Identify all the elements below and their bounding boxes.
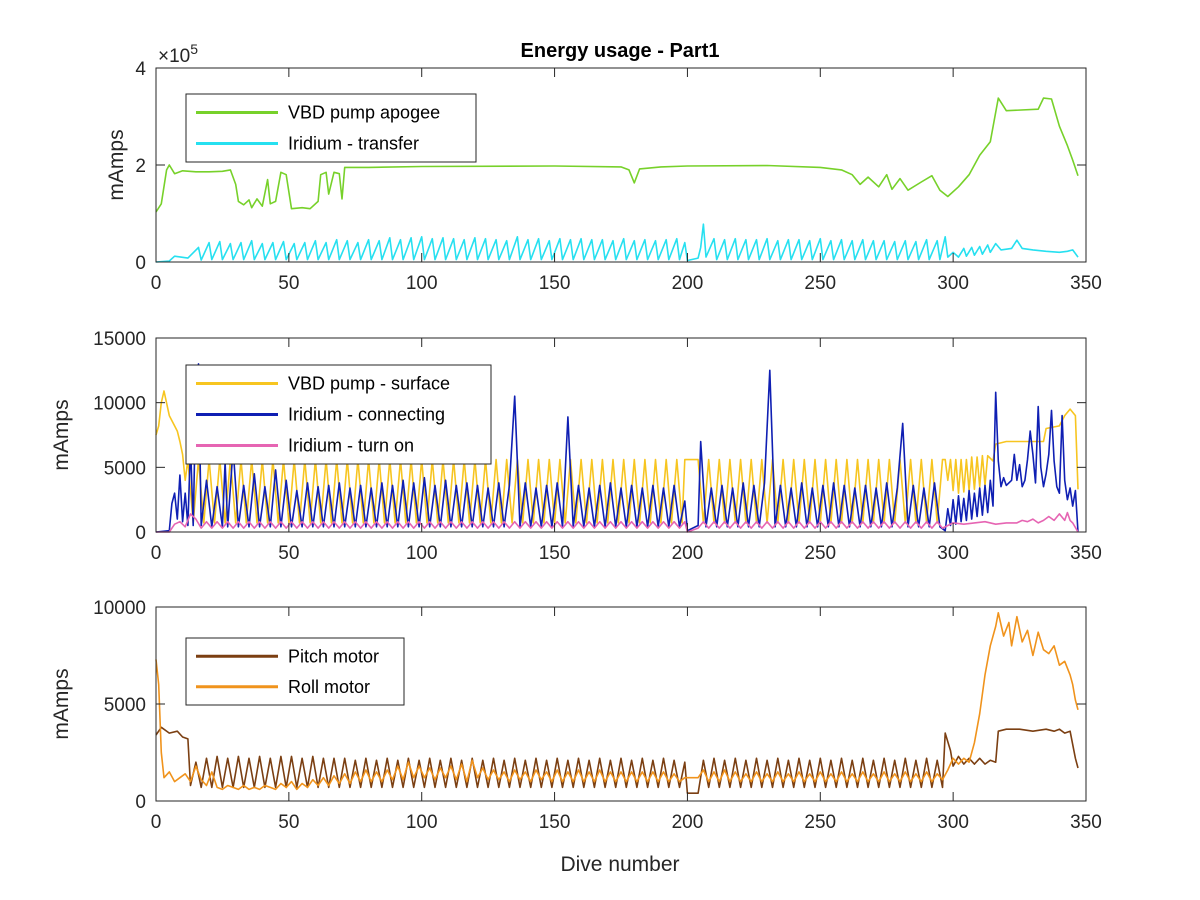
y-tick-label: 2 (135, 156, 146, 177)
legend-entry: Roll motor (288, 677, 370, 697)
x-tick-label: 100 (406, 543, 438, 564)
legend-entry: Iridium - connecting (288, 405, 445, 425)
x-tick-label: 300 (937, 273, 969, 294)
legend: Pitch motor Roll motor (185, 637, 405, 706)
y-tick-label: 10000 (93, 394, 146, 415)
legend: VBD pump apogee Iridium - transfer (185, 93, 477, 163)
x-tick-label: 150 (539, 273, 571, 294)
series-line-pitch-motor (155, 726, 1079, 794)
figure-title: Energy usage - Part1 (521, 40, 720, 62)
x-tick-label: 300 (937, 812, 969, 833)
x-tick-label: 100 (406, 812, 438, 833)
legend-entry: VBD pump apogee (288, 103, 440, 123)
x-tick-label: 200 (672, 543, 704, 564)
chart-panel-2: 0 50 100 150 200 250 300 350 0 5000 10000 15000 mAmp… (50, 329, 1102, 564)
x-tick-label: 350 (1070, 543, 1102, 564)
legend-box (185, 637, 405, 706)
y-tick-label: 4 (135, 59, 146, 80)
x-tick-label: 0 (151, 543, 162, 564)
legend: VBD pump - surface Iridium - connecting Ir… (185, 364, 492, 465)
axes-box (155, 337, 1087, 533)
x-tick-label: 250 (804, 273, 836, 294)
series-line-roll-motor (155, 612, 1079, 791)
x-tick-label: 50 (278, 543, 299, 564)
y-axis-label: mAmps (105, 129, 128, 200)
legend-entry: Iridium - transfer (288, 134, 419, 154)
series-line-iridium-transfer (155, 223, 1079, 263)
x-tick-label: 200 (672, 273, 704, 294)
x-tick-label: 0 (151, 812, 162, 833)
y-tick-label: 10000 (93, 598, 146, 619)
x-tick-label: 200 (672, 812, 704, 833)
y-axis-label: mAmps (50, 399, 73, 470)
x-tick-label: 50 (278, 273, 299, 294)
y-exponent-label: ×105 (158, 41, 198, 67)
x-tick-label: 0 (151, 273, 162, 294)
y-tick-label: 0 (135, 792, 146, 813)
x-tick-label: 350 (1070, 273, 1102, 294)
legend-entry: Pitch motor (288, 646, 379, 666)
y-exponent-power: 5 (190, 41, 198, 57)
x-tick-label: 300 (937, 543, 969, 564)
figure-xlabel: Dive number (560, 853, 679, 876)
chart-panel-1: 0 50 100 150 200 250 300 350 0 2 4 ×105 mAmps VBD pum… (105, 41, 1102, 294)
legend-entry: VBD pump - surface (288, 374, 450, 394)
y-tick-label: 5000 (104, 695, 146, 716)
legend-entry: Iridium - turn on (288, 436, 414, 456)
x-tick-label: 250 (804, 812, 836, 833)
y-tick-label: 5000 (104, 458, 146, 479)
series-line-iridium-turn-on (156, 511, 1079, 533)
series-line-vbd-pump-surface (155, 390, 1079, 524)
x-tick-label: 250 (804, 543, 836, 564)
x-tick-label: 350 (1070, 812, 1102, 833)
series-line-vbd-pump-apogee (155, 97, 1079, 213)
x-tick-label: 100 (406, 273, 438, 294)
y-axis-label: mAmps (50, 668, 73, 739)
y-tick-label: 0 (135, 523, 146, 544)
chart-panel-3: 0 50 100 150 200 250 300 350 0 5000 10000 mAmps Pitc… (50, 598, 1102, 833)
series-line-iridium-connecting (155, 363, 1079, 533)
x-tick-label: 50 (278, 812, 299, 833)
x-tick-label: 150 (539, 543, 571, 564)
y-tick-label: 15000 (93, 329, 146, 350)
y-tick-label: 0 (135, 253, 146, 274)
legend-box (185, 93, 477, 163)
x-tick-label: 150 (539, 812, 571, 833)
